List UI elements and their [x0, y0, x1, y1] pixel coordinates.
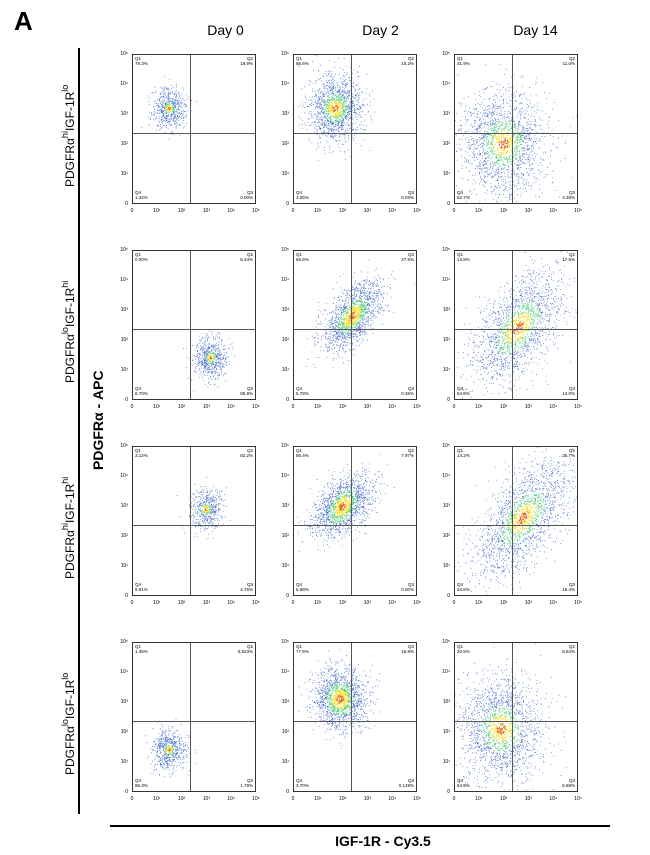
facs-plot-r1-c2: 010¹10²10³10⁴10⁵Q113.8%Q217.6%Q454.6%Q31…: [432, 244, 587, 430]
row-labels: PDGFRαhiIGF-1Rlo PDGFRαloIGF-1Rhi PDGFRα…: [52, 48, 80, 824]
facs-plot-r1-c1: 010¹10²10³10⁴10⁵Q166.5%Q227.5%Q45.78%Q30…: [271, 244, 426, 430]
facs-plot-r3-c1: 010¹10²10³10⁴10⁵Q177.5%Q218.8%Q43.70%Q30…: [271, 636, 426, 822]
panel-letter: A: [14, 6, 33, 37]
facs-plot-r3-c0: 010¹10²10³10⁴10⁵Q11.36%Q20.523%Q496.3%Q3…: [110, 636, 265, 822]
plot-grid: 010¹10²10³10⁴10⁵Q179.3%Q218.9%Q41.34%Q30…: [110, 48, 587, 822]
row-label-1: PDGFRαloIGF-1Rhi: [60, 252, 76, 412]
facs-plot-r0-c2: 010¹10²10³10⁴10⁵Q131.9%Q211.0%Q452.7%Q34…: [432, 48, 587, 234]
row-label-0: PDGFRαhiIGF-1Rlo: [60, 56, 76, 216]
facs-plot-r2-c1: 010¹10²10³10⁴10⁵Q186.4%Q27.97%Q45.68%Q30…: [271, 440, 426, 626]
row-label-3: PDGFRαloIGF-1Rlo: [60, 644, 76, 804]
col-header-day14: Day 14: [458, 22, 613, 38]
x-axis-label: IGF-1R - Cy3.5: [148, 833, 618, 849]
facs-plot-r1-c0: 010¹10²10³10⁴10⁵Q10.00%Q26.44%Q46.70%Q38…: [110, 244, 265, 430]
facs-plot-r0-c1: 010¹10²10³10⁴10⁵Q186.6%Q210.2%Q43.05%Q30…: [271, 48, 426, 234]
y-axis-label: PDGFRα - APC: [90, 340, 106, 500]
facs-plot-r3-c2: 010¹10²10³10⁴10⁵Q120.5%Q28.84%Q464.0%Q36…: [432, 636, 587, 822]
facs-plot-r2-c2: 010¹10²10³10⁴10⁵Q114.2%Q235.7%Q434.6%Q31…: [432, 440, 587, 626]
x-axis-separator: [110, 825, 610, 827]
col-header-day0: Day 0: [148, 22, 303, 38]
row-label-2: PDGFRαhiIGF-1Rhi: [60, 448, 76, 608]
column-headers: Day 0 Day 2 Day 14: [148, 22, 613, 38]
facs-plot-r0-c0: 010¹10²10³10⁴10⁵Q179.3%Q218.9%Q41.34%Q30…: [110, 48, 265, 234]
col-header-day2: Day 2: [303, 22, 458, 38]
facs-plot-r2-c0: 010¹10²10³10⁴10⁵Q13.12%Q282.2%Q49.91%Q34…: [110, 440, 265, 626]
